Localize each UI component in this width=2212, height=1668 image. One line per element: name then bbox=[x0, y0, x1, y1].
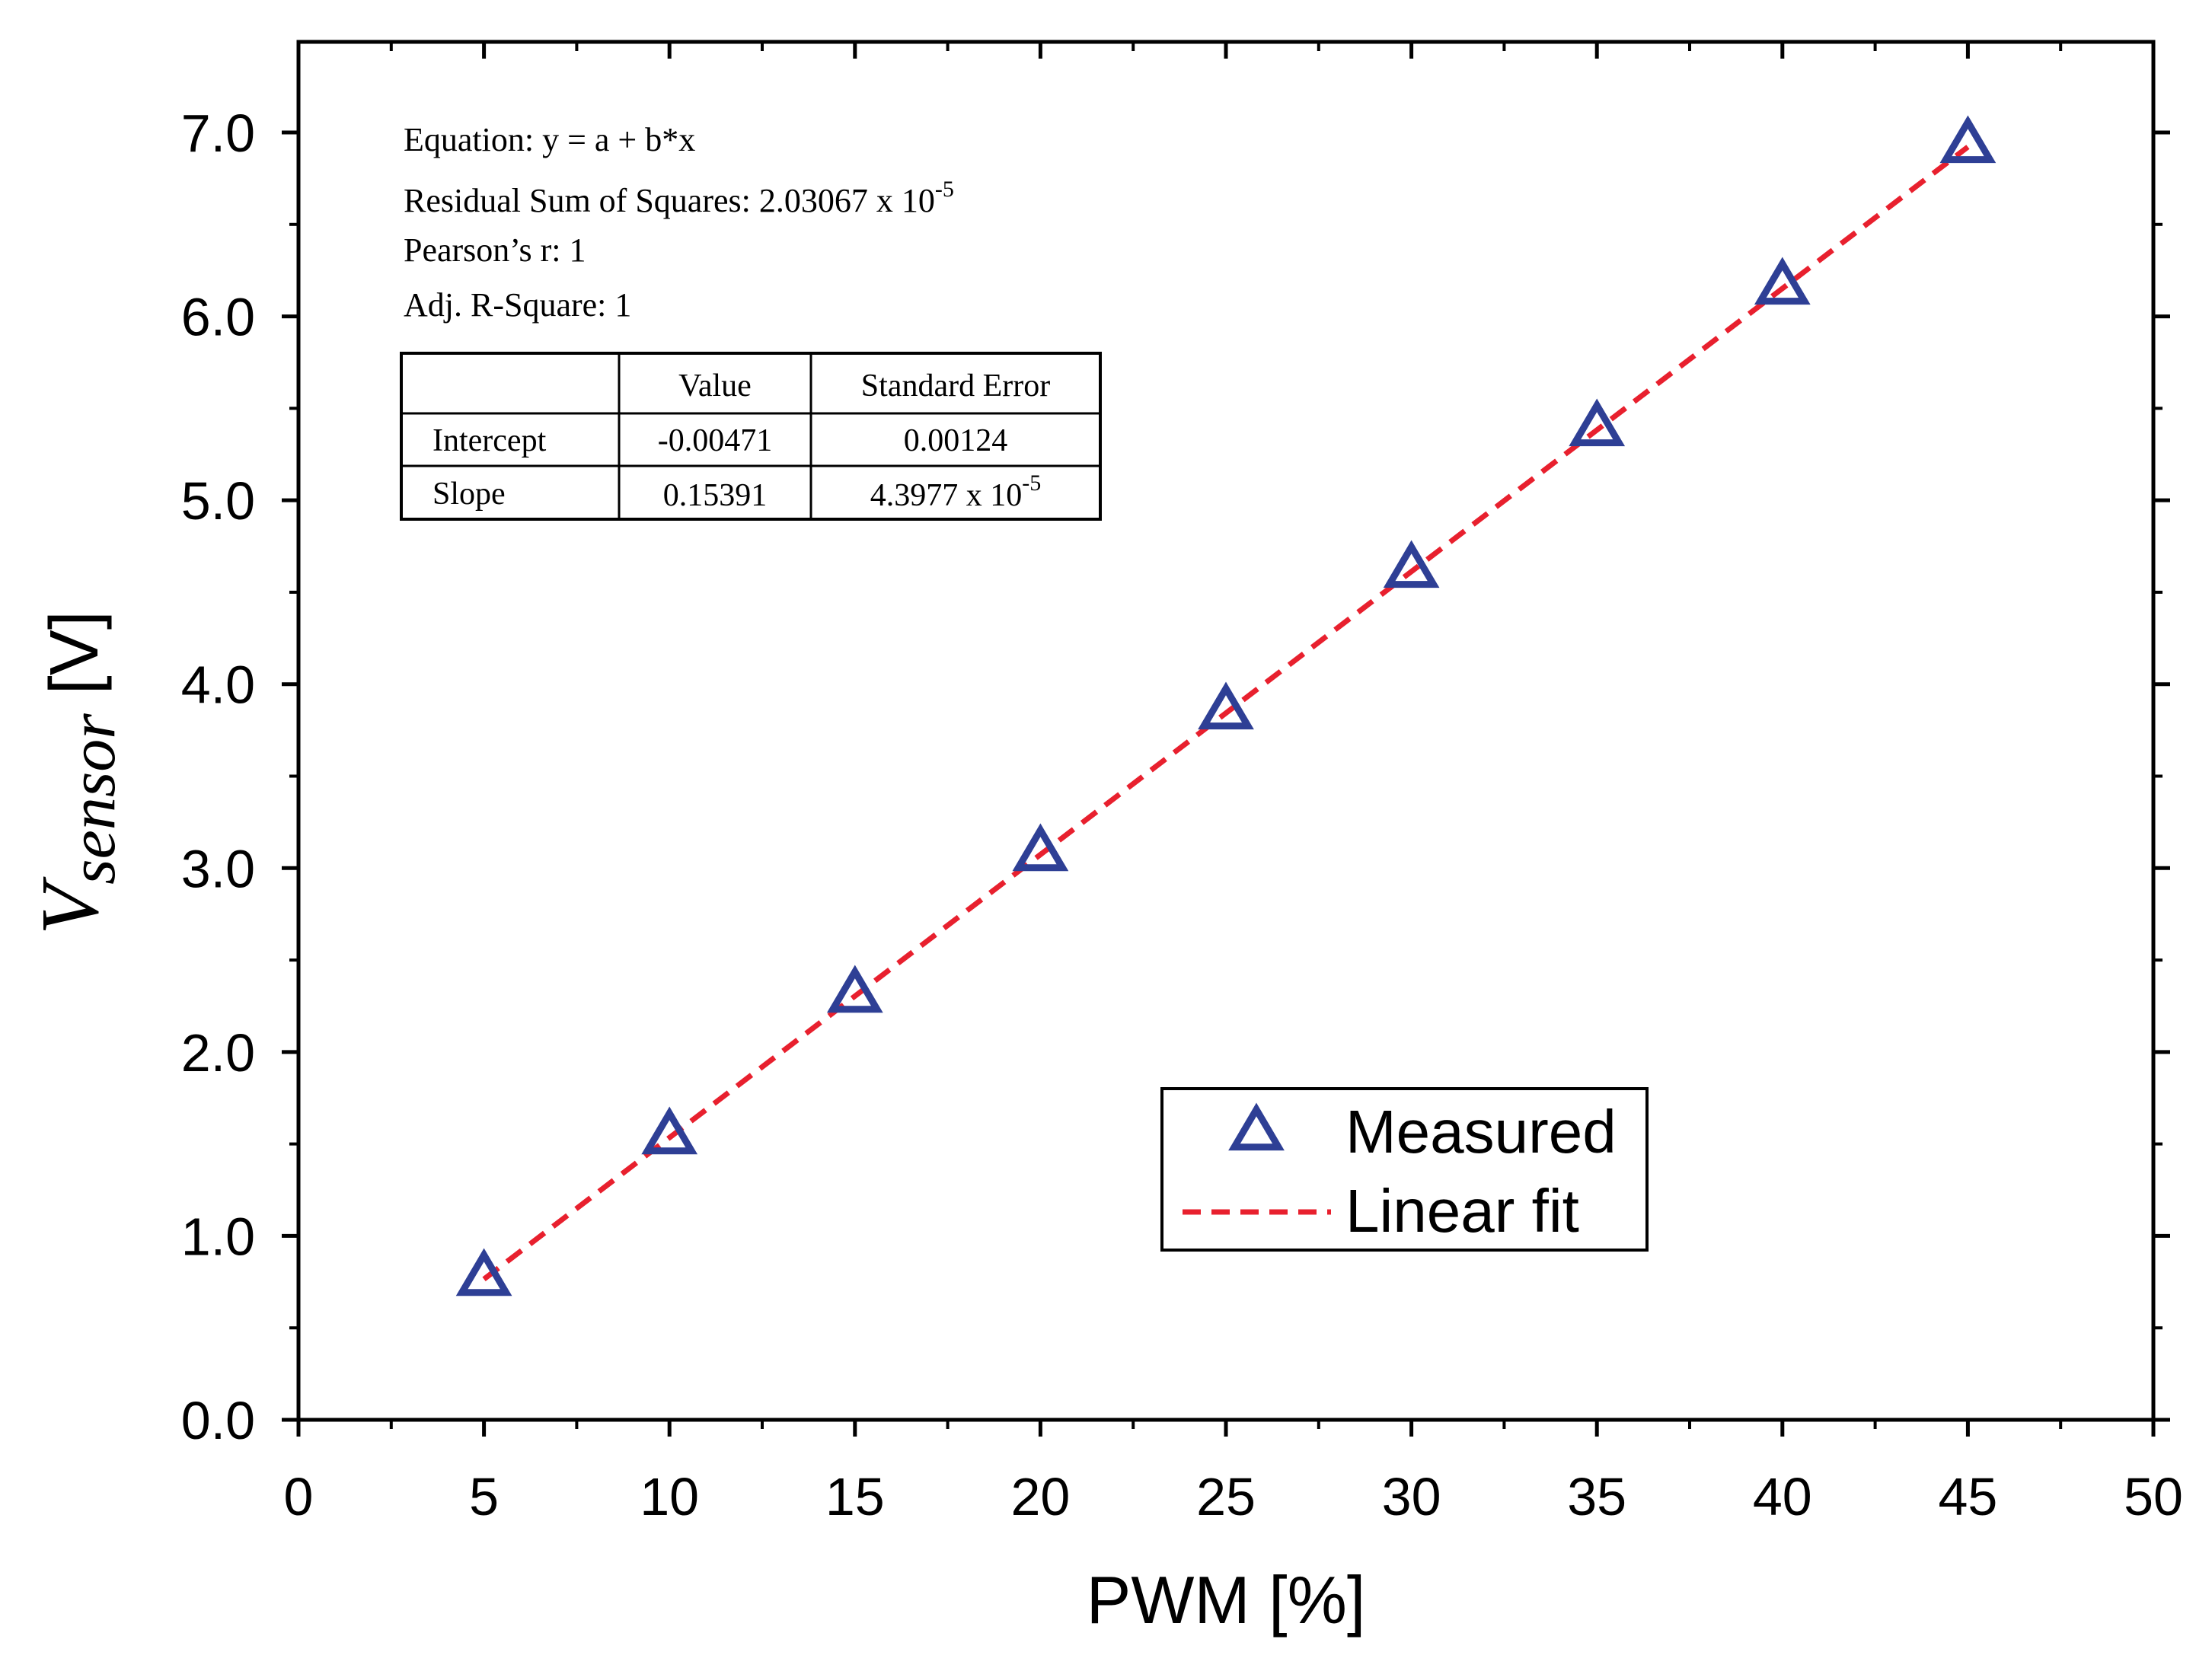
y-tick-label: 4.0 bbox=[181, 655, 255, 715]
y-tick-label: 1.0 bbox=[181, 1207, 255, 1266]
y-tick-label: 5.0 bbox=[181, 471, 255, 531]
x-tick-label: 45 bbox=[1938, 1467, 1997, 1526]
legend-label-measured: Measured bbox=[1345, 1098, 1617, 1166]
data-point bbox=[1569, 398, 1626, 447]
y-tick-label: 6.0 bbox=[181, 288, 255, 347]
y-tick-label: 2.0 bbox=[181, 1023, 255, 1083]
fit-table-cell: Slope bbox=[433, 477, 506, 512]
x-tick-label: 10 bbox=[640, 1467, 699, 1526]
legend-box bbox=[1160, 1087, 1649, 1252]
fit-pearson: Pearson’s r: 1 bbox=[404, 231, 586, 269]
y-tick-label: 0.0 bbox=[181, 1391, 255, 1450]
fit-adj-r2: Adj. R-Square: 1 bbox=[404, 286, 631, 324]
x-tick-label: 25 bbox=[1196, 1467, 1256, 1526]
x-tick-label: 0 bbox=[284, 1467, 314, 1526]
fit-layer bbox=[482, 145, 1970, 1282]
fit-equation: Equation: y = a + b*x bbox=[404, 121, 695, 158]
fit-rss: Residual Sum of Squares: 2.03067 x 10-5 bbox=[404, 177, 954, 219]
legend: Measured Linear fit bbox=[1160, 1087, 1649, 1252]
fit-table-border bbox=[400, 352, 1102, 521]
fit-table-cell: 0.00124 bbox=[904, 423, 1008, 458]
fit-table-cell: 4.3977 x 10-5 bbox=[870, 470, 1042, 513]
y-axis-label: Vsensor [V] bbox=[25, 611, 129, 935]
fit-table-header: Value bbox=[678, 368, 752, 403]
legend-marker-measured bbox=[1228, 1102, 1285, 1151]
data-point bbox=[455, 1248, 512, 1296]
x-tick-label: 50 bbox=[2124, 1467, 2183, 1526]
x-tick-label: 15 bbox=[825, 1467, 885, 1526]
data-point bbox=[1198, 681, 1254, 730]
x-tick-label: 40 bbox=[1753, 1467, 1812, 1526]
points-layer bbox=[455, 115, 1997, 1296]
fit-table-cell: -0.00471 bbox=[658, 423, 773, 458]
x-tick-label: 35 bbox=[1567, 1467, 1626, 1526]
legend-label-linear-fit: Linear fit bbox=[1345, 1177, 1579, 1245]
data-point bbox=[826, 965, 883, 1013]
data-point bbox=[1383, 540, 1440, 588]
x-axis-label: PWM [%] bbox=[1087, 1562, 1366, 1638]
y-tick-label: 7.0 bbox=[181, 104, 255, 163]
x-tick-label: 20 bbox=[1010, 1467, 1070, 1526]
x-tick-label: 5 bbox=[469, 1467, 499, 1526]
data-point bbox=[1012, 823, 1069, 872]
fit-table-cell: 0.15391 bbox=[663, 478, 768, 513]
plot-frame bbox=[296, 40, 2156, 1422]
x-tick-label: 30 bbox=[1382, 1467, 1441, 1526]
data-point bbox=[641, 1106, 698, 1155]
data-point bbox=[1939, 115, 1997, 164]
linear-fit-line bbox=[482, 145, 1970, 1282]
data-point bbox=[1754, 257, 1811, 305]
fit-table-header: Standard Error bbox=[861, 368, 1050, 403]
fit-table: Value Standard Error Intercept -0.00471 … bbox=[400, 352, 1102, 521]
fit-table-cell: Intercept bbox=[433, 423, 547, 458]
y-tick-label: 3.0 bbox=[181, 839, 255, 898]
ticks-layer: 0 5 10 15 20 25 30 35 40 45 50 0.0 1.0 2.0 3.0 4.0 5.0 6.… bbox=[181, 42, 2183, 1526]
